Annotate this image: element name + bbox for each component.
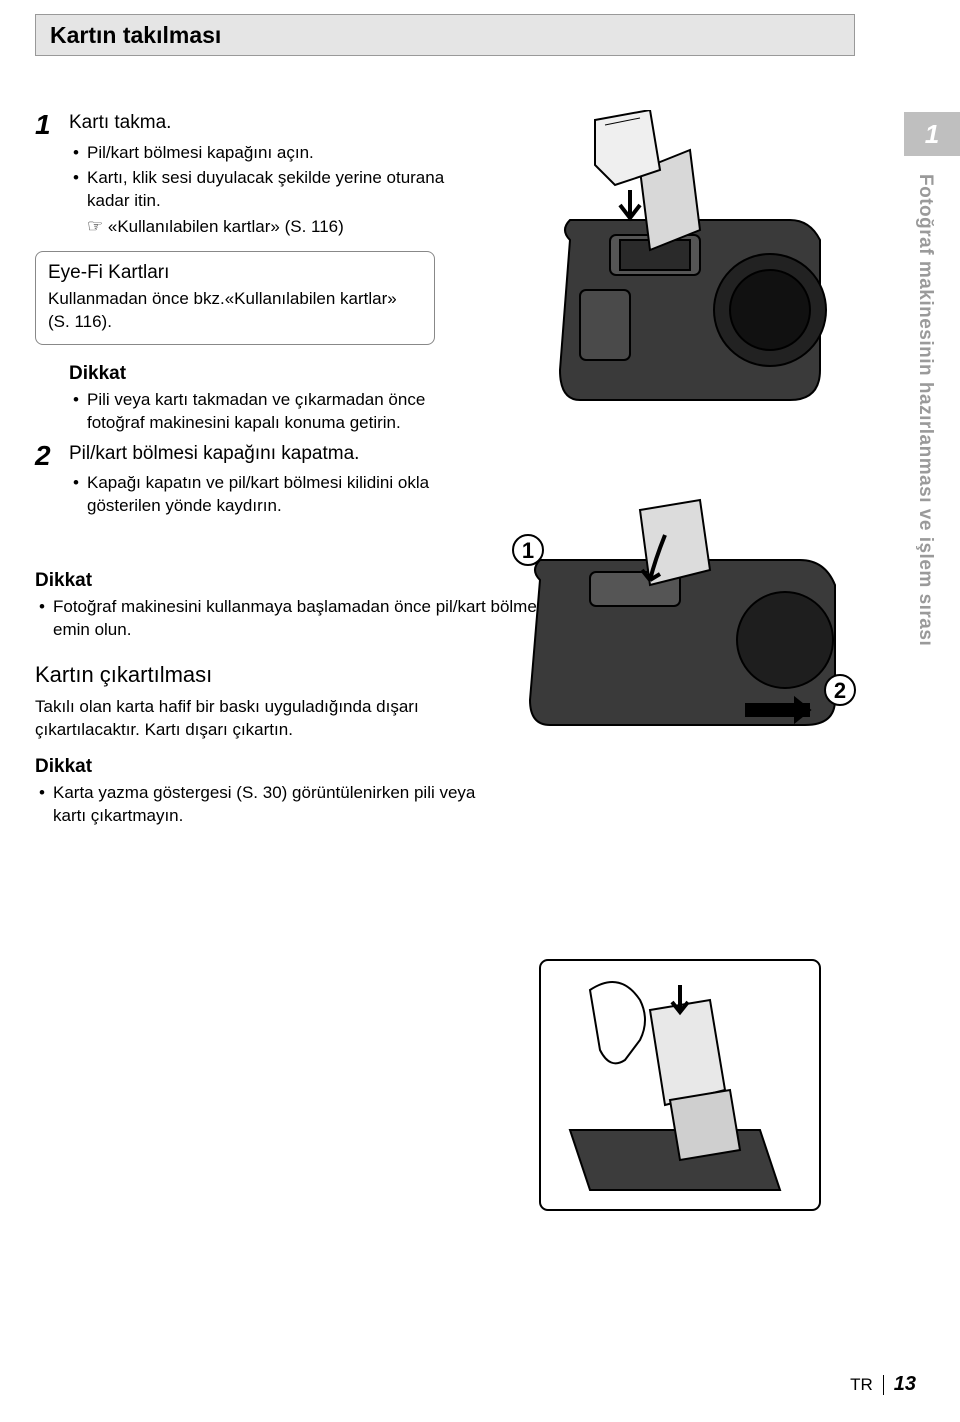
bullet: Kapağı kapatın ve pil/kart bölmesi kilid… <box>69 472 469 518</box>
reference-text: «Kullanılabilen kartlar» (S. 116) <box>108 217 344 236</box>
step-body: Kartı takma. Pil/kart bölmesi kapağını a… <box>69 110 469 239</box>
eyefi-title: Eye-Fi Kartları <box>48 260 422 286</box>
page-footer: TR 13 <box>850 1373 916 1396</box>
step-number: 1 <box>35 110 69 239</box>
bullet: Pil/kart bölmesi kapağını açın. <box>69 142 469 165</box>
caution-block-3: Dikkat Karta yazma göstergesi (S. 30) gö… <box>35 756 855 828</box>
reference-line: ☞ «Kullanılabilen kartlar» (S. 116) <box>69 214 469 239</box>
chapter-label: Fotoğraf makinesinin hazırlanması ve işl… <box>914 174 936 646</box>
section-header: Kartın takılması <box>35 14 855 56</box>
callout-1: 1 <box>522 538 534 563</box>
footer-divider <box>883 1375 884 1395</box>
illustration-card-insert <box>500 110 860 460</box>
caution-bullets: Karta yazma göstergesi (S. 30) görüntüle… <box>35 782 495 828</box>
bullet: Karta yazma göstergesi (S. 30) görüntüle… <box>35 782 495 828</box>
bullet: Kartı, klik sesi duyulacak şekilde yerin… <box>69 167 469 213</box>
eyefi-note-box: Eye-Fi Kartları Kullanmadan önce bkz.«Ku… <box>35 251 435 345</box>
caution-label: Dikkat <box>69 363 469 385</box>
page-number: 13 <box>894 1373 916 1396</box>
pointer-icon: ☞ <box>87 214 103 238</box>
step-body: Pil/kart bölmesi kapağını kapatma. Kapağ… <box>69 441 469 521</box>
illustration-close-cover: 1 2 <box>500 490 860 760</box>
step-number: 2 <box>35 441 69 521</box>
step-title: Pil/kart bölmesi kapağını kapatma. <box>69 441 469 467</box>
caution-block-1: Dikkat Pili veya kartı takmadan ve çıkar… <box>69 363 469 435</box>
step-bullets: Pil/kart bölmesi kapağını açın. Kartı, k… <box>69 142 469 213</box>
side-tab: 1 Fotoğraf makinesinin hazırlanması ve i… <box>898 112 960 892</box>
eyefi-text: Kullanmadan önce bkz.«Kullanılabilen kar… <box>48 288 422 334</box>
illustration-card-eject <box>530 950 830 1220</box>
paragraph: Takılı olan karta hafif bir baskı uygula… <box>35 696 515 742</box>
lang-code: TR <box>850 1375 873 1395</box>
caution-bullets: Pili veya kartı takmadan ve çıkarmadan ö… <box>69 389 469 435</box>
bullet: Pili veya kartı takmadan ve çıkarmadan ö… <box>69 389 469 435</box>
step-title: Kartı takma. <box>69 110 469 136</box>
callout-2: 2 <box>834 678 846 703</box>
step-bullets: Kapağı kapatın ve pil/kart bölmesi kilid… <box>69 472 469 518</box>
section-title: Kartın takılması <box>50 22 221 49</box>
chapter-number-badge: 1 <box>904 112 960 156</box>
